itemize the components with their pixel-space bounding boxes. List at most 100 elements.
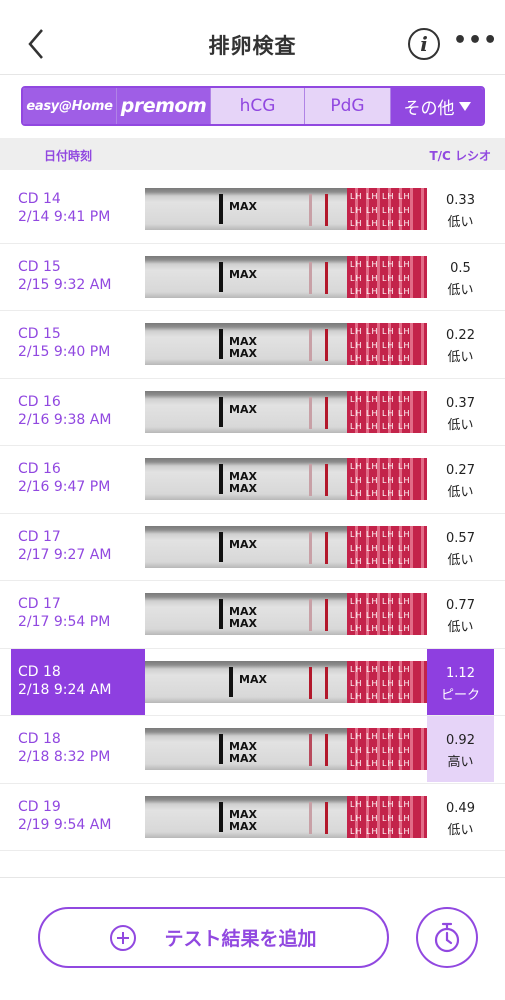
row-meta: CD 16 2/16 9:38 AM [11, 379, 145, 445]
ratio-value: 0.77 [446, 598, 475, 613]
tab-premom[interactable]: premom [117, 88, 211, 124]
ratio-level: 低い [447, 620, 474, 635]
row-meta: CD 17 2/17 9:54 PM [11, 581, 145, 647]
ratio-cell-peak: 1.12 ピーク [427, 648, 494, 715]
test-time: 2/16 9:38 AM [18, 411, 112, 428]
test-time: 2/16 9:47 PM [18, 479, 111, 495]
row-meta: CD 18 2/18 9:24 AM [11, 648, 145, 715]
ratio-value: 0.33 [446, 193, 475, 208]
cycle-day: CD 15 [18, 326, 61, 342]
test-time: 2/19 9:54 AM [18, 816, 112, 833]
test-time: 2/18 8:32 PM [18, 749, 111, 765]
add-test-result-label: テスト結果を追加 [164, 928, 317, 950]
test-time: 2/17 9:27 AM [18, 546, 112, 563]
row-meta: CD 17 2/17 9:27 AM [11, 514, 145, 580]
timer-button[interactable] [416, 907, 478, 968]
more-icon[interactable]: ••• [453, 28, 499, 53]
ratio-cell: 0.57 低い [427, 514, 494, 580]
column-ratio: T/C レシオ [429, 149, 491, 163]
ratio-cell: 0.49 低い [427, 784, 494, 850]
ratio-cell: 0.37 低い [427, 379, 494, 445]
column-datetime: 日付時刻 [44, 149, 93, 163]
page-title: 排卵検査 [208, 34, 297, 58]
test-strip-image: MAX MAX LH LH LH LH LH LH LH LH LH LH LH LH [145, 323, 427, 365]
list-item[interactable]: CD 14 2/14 9:41 PM MAX LH LH LH LH LH LH … [0, 176, 505, 244]
ratio-level: 低い [447, 552, 474, 568]
cycle-day: CD 17 [18, 596, 61, 612]
stopwatch-icon [434, 922, 460, 952]
tab-easyhome[interactable]: easy@Home [23, 88, 117, 124]
test-strip-image: MAX LH LH LH LH LH LH LH LH LH LH LH LH [145, 255, 427, 298]
row-meta: CD 15 2/15 9:32 AM [11, 244, 145, 310]
ratio-value: 0.92 [446, 733, 475, 748]
ratio-level: 低い [447, 485, 474, 500]
cycle-day: CD 16 [18, 393, 61, 410]
ratio-cell: 0.22 低い [427, 311, 494, 377]
cycle-day: CD 16 [18, 461, 61, 477]
ratio-value: 0.5 [450, 260, 471, 276]
ratio-value: 0.49 [446, 800, 475, 816]
tab-hcg[interactable]: hCG [211, 88, 305, 124]
premom-logo: premom [120, 95, 207, 117]
ratio-value: 0.22 [446, 328, 475, 343]
test-strip-image: MAX MAX LH LH LH LH LH LH LH LH LH LH LH LH [145, 593, 427, 635]
row-meta: CD 15 2/15 9:40 PM [11, 311, 145, 377]
ratio-value: 1.12 [446, 665, 475, 681]
test-strip-image: MAX LH LH LH LH LH LH LH LH LH LH LH LH [145, 390, 427, 433]
list-item[interactable]: CD 19 2/19 9:54 AM MAX MAX LH LH LH LH LH … [0, 784, 505, 851]
list-item[interactable]: CD 16 2/16 9:47 PM MAX MAX LH LH LH LH LH … [0, 446, 505, 514]
list-item[interactable]: CD 17 2/17 9:54 PM MAX MAX LH LH LH LH LH … [0, 581, 505, 649]
list-item-selected[interactable]: CD 18 2/18 9:24 AM MAX LH LH LH LH LH LH … [0, 648, 505, 716]
cycle-day: CD 15 [18, 258, 61, 275]
row-meta: CD 16 2/16 9:47 PM [11, 446, 145, 512]
test-result-list: CD 14 2/14 9:41 PM MAX LH LH LH LH LH LH … [0, 176, 505, 851]
ratio-level: ピーク [440, 687, 480, 703]
back-chevron-icon[interactable] [22, 26, 52, 62]
ratio-cell: 0.27 低い [427, 446, 494, 512]
ratio-value: 0.27 [446, 463, 475, 478]
ratio-value: 0.57 [446, 530, 475, 546]
row-meta: CD 14 2/14 9:41 PM [11, 176, 145, 242]
ratio-cell: 0.5 低い [427, 244, 494, 310]
tab-pdg[interactable]: PdG [305, 88, 391, 124]
list-item[interactable]: CD 17 2/17 9:27 AM MAX LH LH LH LH LH LH … [0, 514, 505, 581]
test-strip-image: MAX MAX LH LH LH LH LH LH LH LH LH LH LH LH [145, 458, 427, 500]
dropdown-triangle-icon [458, 101, 471, 111]
ratio-value: 0.37 [446, 395, 475, 411]
ratio-level: 高い [447, 755, 474, 770]
ratio-level: 低い [447, 417, 474, 433]
test-time: 2/17 9:54 PM [18, 614, 111, 630]
test-strip-image: MAX LH LH LH LH LH LH LH LH LH LH LH LH [145, 188, 427, 230]
test-time: 2/15 9:32 AM [18, 276, 112, 293]
cycle-day: CD 17 [18, 528, 61, 545]
list-item[interactable]: CD 18 2/18 8:32 PM MAX MAX LH LH LH LH LH … [0, 716, 505, 784]
plus-circle-icon [110, 924, 137, 951]
ratio-cell-high: 0.92 高い [427, 716, 494, 782]
cycle-day: CD 19 [18, 798, 61, 815]
row-meta: CD 19 2/19 9:54 AM [11, 784, 145, 850]
ratio-level: 低い [447, 215, 474, 230]
test-time: 2/18 9:24 AM [18, 681, 112, 698]
list-item[interactable]: CD 15 2/15 9:32 AM MAX LH LH LH LH LH LH … [0, 244, 505, 311]
tab-hcg-label: hCG [239, 96, 276, 116]
list-item[interactable]: CD 16 2/16 9:38 AM MAX LH LH LH LH LH LH … [0, 379, 505, 446]
app-header: 排卵検査 i ••• [0, 0, 505, 75]
test-strip-image: MAX MAX LH LH LH LH LH LH LH LH LH LH LH LH [145, 795, 427, 838]
ratio-level: 低い [447, 822, 474, 838]
tab-other[interactable]: その他 [391, 88, 483, 124]
info-icon[interactable]: i [408, 28, 440, 60]
list-item[interactable]: CD 15 2/15 9:40 PM MAX MAX LH LH LH LH LH … [0, 311, 505, 379]
cycle-day: CD 18 [18, 663, 61, 680]
test-time: 2/14 9:41 PM [18, 209, 111, 225]
ratio-level: 低い [447, 350, 474, 365]
column-header: 日付時刻 T/C レシオ [0, 138, 505, 170]
test-time: 2/15 9:40 PM [18, 344, 111, 360]
ratio-cell: 0.33 低い [427, 176, 494, 242]
ratio-level: 低い [447, 282, 474, 298]
add-test-result-button[interactable]: テスト結果を追加 [38, 907, 389, 968]
easyhome-logo: easy@Home [26, 98, 113, 114]
cycle-day: CD 14 [18, 191, 61, 207]
tab-pdg-label: PdG [330, 96, 365, 116]
ratio-cell: 0.77 低い [427, 581, 494, 647]
tab-other-label: その他 [403, 98, 455, 119]
